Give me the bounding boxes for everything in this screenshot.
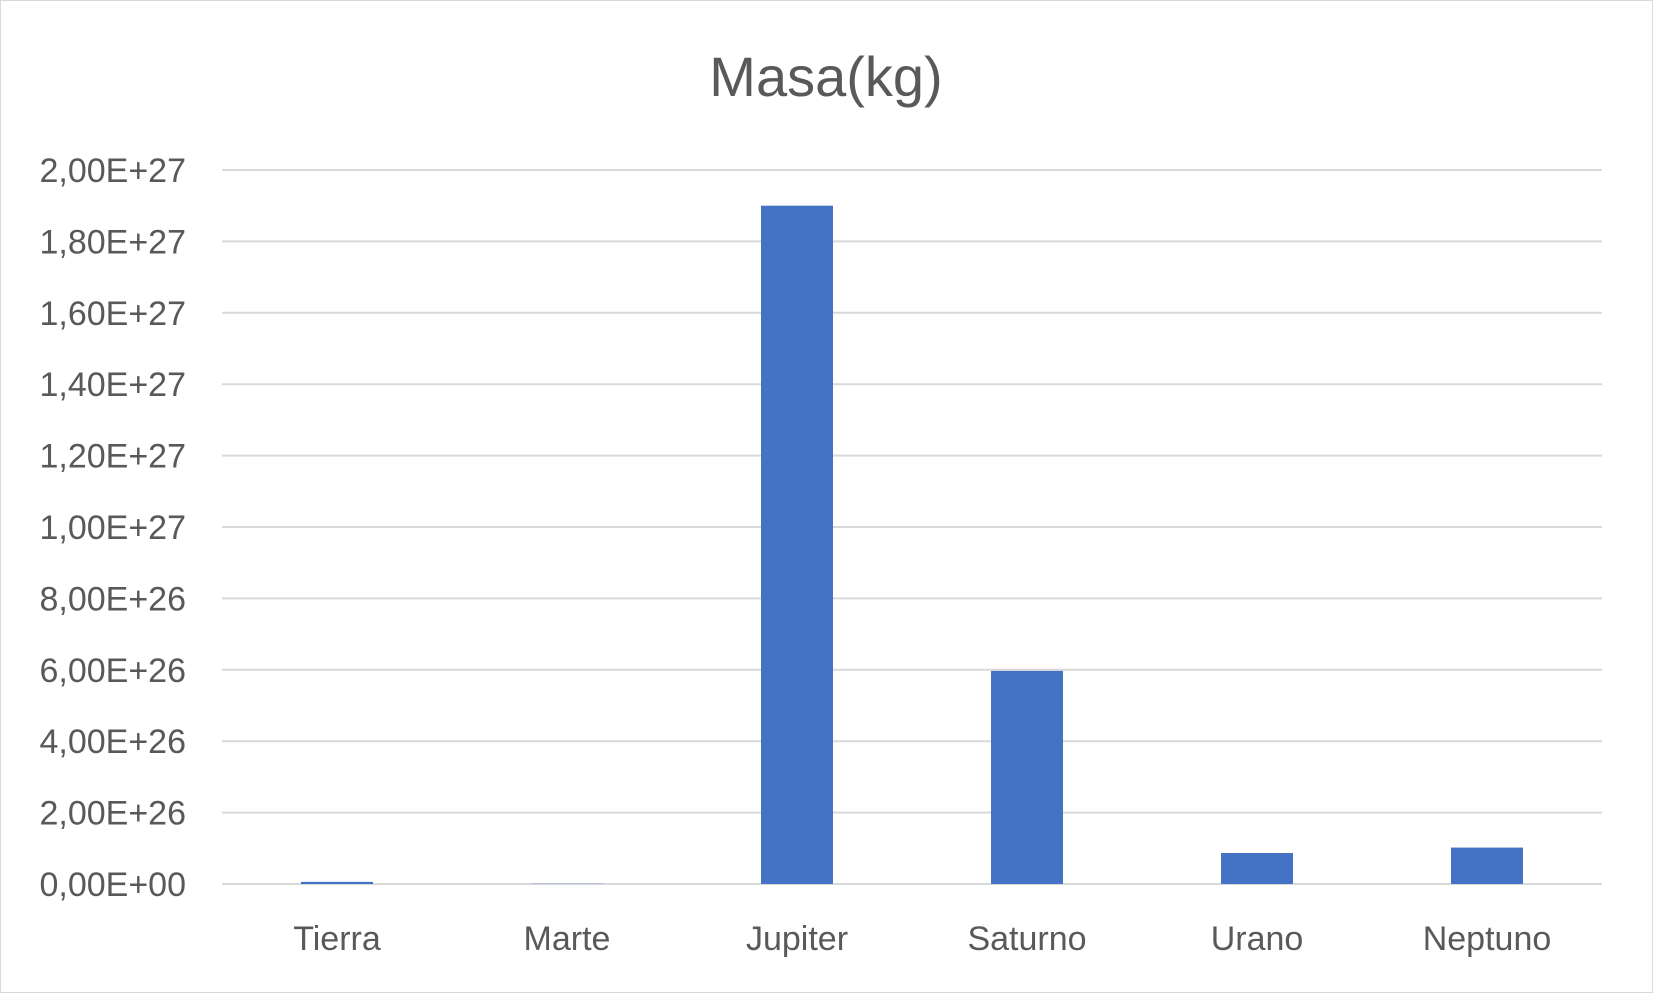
x-tick-label-tierra: Tierra <box>293 920 381 958</box>
gridlines <box>222 169 1602 885</box>
y-tick-label: 1,40E+27 <box>39 366 186 404</box>
bar-tierra <box>301 881 373 884</box>
bar-saturno <box>991 670 1063 884</box>
y-tick-label: 1,20E+27 <box>39 438 186 476</box>
y-axis-ticks: 0,00E+00 2,00E+26 4,00E+26 6,00E+26 8,00E+26… <box>39 152 186 904</box>
x-tick-label-neptuno: Neptuno <box>1423 920 1552 958</box>
bar-neptuno <box>1451 847 1523 884</box>
y-tick-label: 2,00E+27 <box>39 152 186 190</box>
y-tick-label: 2,00E+26 <box>39 795 186 833</box>
y-tick-label: 8,00E+26 <box>39 580 186 618</box>
x-tick-label-urano: Urano <box>1211 920 1304 958</box>
y-tick-label: 6,00E+26 <box>39 652 186 690</box>
y-tick-label: 0,00E+00 <box>39 866 186 904</box>
bar-urano <box>1221 853 1293 884</box>
x-tick-label-marte: Marte <box>524 920 611 958</box>
bars <box>301 205 1523 884</box>
x-tick-label-jupiter: Jupiter <box>746 920 848 958</box>
y-tick-label: 1,80E+27 <box>39 223 186 261</box>
y-tick-label: 4,00E+26 <box>39 723 186 761</box>
bar-jupiter <box>761 205 833 884</box>
chart-title: Masa(kg) <box>709 45 942 108</box>
y-tick-label: 1,00E+27 <box>39 509 186 547</box>
y-tick-label: 1,60E+27 <box>39 295 186 333</box>
x-axis-ticks: Tierra Marte Jupiter Saturno Urano Neptuno <box>293 920 1551 958</box>
x-tick-label-saturno: Saturno <box>967 920 1086 958</box>
